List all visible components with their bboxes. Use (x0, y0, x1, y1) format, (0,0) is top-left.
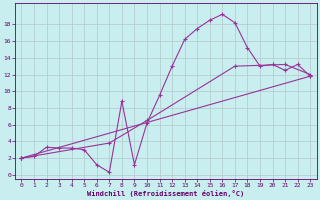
X-axis label: Windchill (Refroidissement éolien,°C): Windchill (Refroidissement éolien,°C) (87, 190, 244, 197)
